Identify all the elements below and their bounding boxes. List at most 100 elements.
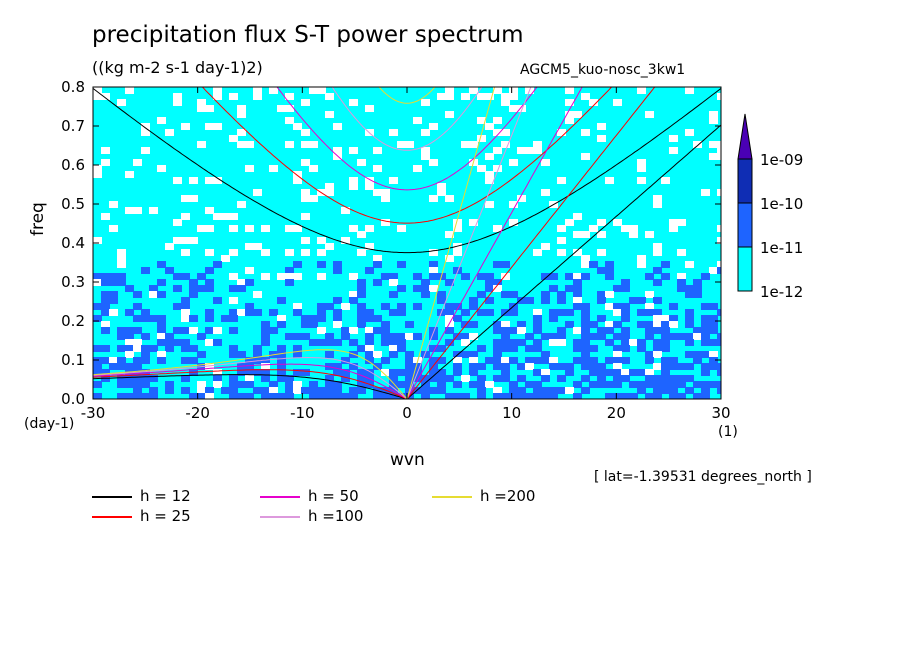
field-cell [637, 159, 646, 166]
field-cell [205, 309, 214, 316]
field-cell [645, 321, 654, 328]
field-cell [237, 201, 246, 208]
field-cell [501, 357, 510, 364]
field-cell [365, 105, 374, 112]
y-tick-label: 0.6 [61, 156, 85, 174]
field-cell [277, 345, 286, 352]
field-cell [189, 345, 198, 352]
field-cell [253, 309, 262, 316]
field-cell [469, 351, 478, 358]
field-cell [557, 129, 566, 136]
field-cell [413, 363, 422, 370]
field-cell [517, 105, 526, 112]
field-cell [373, 363, 382, 370]
field-cell [349, 297, 358, 304]
field-cell [277, 357, 286, 364]
field-cell [365, 243, 374, 250]
gravity-curve [93, 88, 721, 254]
field-cell [493, 363, 502, 370]
field-cell [629, 297, 638, 304]
field-cell [653, 363, 662, 370]
y-tick-label: 0.0 [61, 390, 85, 408]
field-cell [181, 387, 190, 394]
field-cell [133, 375, 142, 382]
field-cell [117, 255, 126, 262]
field-cell [333, 261, 342, 268]
field-cell [621, 327, 630, 334]
field-cell [325, 375, 334, 382]
field-cell [445, 339, 454, 346]
field-cell [181, 249, 190, 256]
field-cell [565, 285, 574, 292]
field-cell [93, 237, 102, 244]
field-cell [277, 105, 286, 112]
field-cell [397, 303, 406, 310]
field-cell [301, 333, 310, 340]
field-cell [221, 213, 230, 220]
field-cell [565, 117, 574, 124]
field-cell [365, 327, 374, 334]
field-cell [493, 279, 502, 286]
field-cell [213, 93, 222, 100]
field-cell [669, 321, 678, 328]
field-cell [709, 153, 718, 160]
field-cell [605, 327, 614, 334]
field-cell [269, 387, 278, 394]
field-cell [557, 333, 566, 340]
field-cell [397, 285, 406, 292]
field-cell [229, 273, 238, 280]
legend-swatch [92, 516, 132, 518]
field-cell [189, 177, 198, 184]
field-cell [237, 381, 246, 388]
field-cell [189, 327, 198, 334]
field-cell [573, 249, 582, 256]
field-cell [445, 87, 454, 94]
field-cell [437, 375, 446, 382]
field-cell [165, 243, 174, 250]
field-cell [325, 93, 334, 100]
field-cell [533, 249, 542, 256]
field-cell [557, 297, 566, 304]
field-cell [293, 261, 302, 268]
field-cell [157, 339, 166, 346]
field-cell [653, 297, 662, 304]
y-tick-label: 0.3 [61, 273, 85, 291]
field-cell [325, 303, 334, 310]
field-cell [181, 237, 190, 244]
field-cell [509, 105, 518, 112]
field-cell [573, 111, 582, 118]
field-cell [709, 381, 718, 388]
field-cell [637, 87, 646, 94]
field-cell [293, 381, 302, 388]
field-cell [581, 357, 590, 364]
y-tick-label: 0.2 [61, 312, 85, 330]
field-cell [197, 105, 206, 112]
field-cell [661, 369, 670, 376]
field-cell [237, 129, 246, 136]
field-cell [709, 315, 718, 322]
field-cell [269, 381, 278, 388]
x-tick-label: -20 [185, 404, 210, 422]
field-cell [237, 105, 246, 112]
field-cell [573, 381, 582, 388]
field-cell [101, 159, 110, 166]
field-cell [109, 363, 118, 370]
field-cell [669, 357, 678, 364]
field-cell [669, 381, 678, 388]
field-cell [637, 369, 646, 376]
field-cell [565, 87, 574, 94]
field-cell [677, 273, 686, 280]
field-cell [501, 375, 510, 382]
field-cell [365, 333, 374, 340]
field-cell [285, 105, 294, 112]
field-cell [349, 273, 358, 280]
field-cell [269, 87, 278, 94]
field-cell [389, 129, 398, 136]
field-cell [213, 369, 222, 376]
field-cell [501, 141, 510, 148]
kelvin-curve [406, 87, 532, 399]
field-cell [101, 93, 110, 100]
field-cell [261, 327, 270, 334]
field-cell [493, 117, 502, 124]
field-cell [565, 369, 574, 376]
